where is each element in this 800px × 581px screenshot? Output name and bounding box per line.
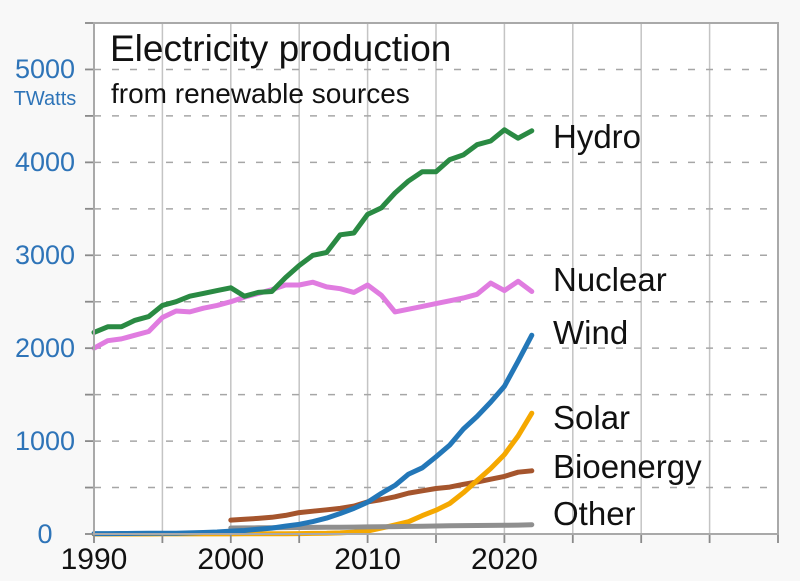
y-tick-label-2000: 2000 (14, 333, 76, 364)
plot-frame (93, 22, 779, 535)
series-line-nuclear (91, 278, 535, 351)
series-label-wind: Wind (553, 314, 629, 351)
x-tick-label-2000: 2000 (197, 543, 265, 576)
y-axis-unit-label: TWatts (13, 88, 77, 110)
y-tick-label-4000: 4000 (14, 147, 76, 178)
series-label-nuclear: Nuclear (553, 261, 667, 298)
chart-title: Electricity production (110, 28, 452, 69)
series-label-bioenergy: Bioenergy (553, 448, 702, 485)
series-line-hydro (91, 127, 535, 335)
series-line-bioenergy (228, 468, 535, 523)
chart-subtitle: from renewable sources (111, 78, 410, 109)
y-tick-label-1000: 1000 (14, 426, 76, 457)
series-label-hydro: Hydro (553, 118, 642, 155)
y-tick-label-0: 0 (37, 519, 53, 549)
x-tick-label-2020: 2020 (471, 543, 538, 576)
x-tick-label-2010: 2010 (334, 543, 401, 576)
y-tick-label-5000: 5000 (14, 54, 76, 85)
series-label-solar: Solar (553, 399, 631, 436)
series-label-other: Other (553, 495, 636, 532)
y-tick-label-3000: 3000 (14, 240, 76, 271)
x-tick-label-1990: 1990 (60, 543, 128, 576)
